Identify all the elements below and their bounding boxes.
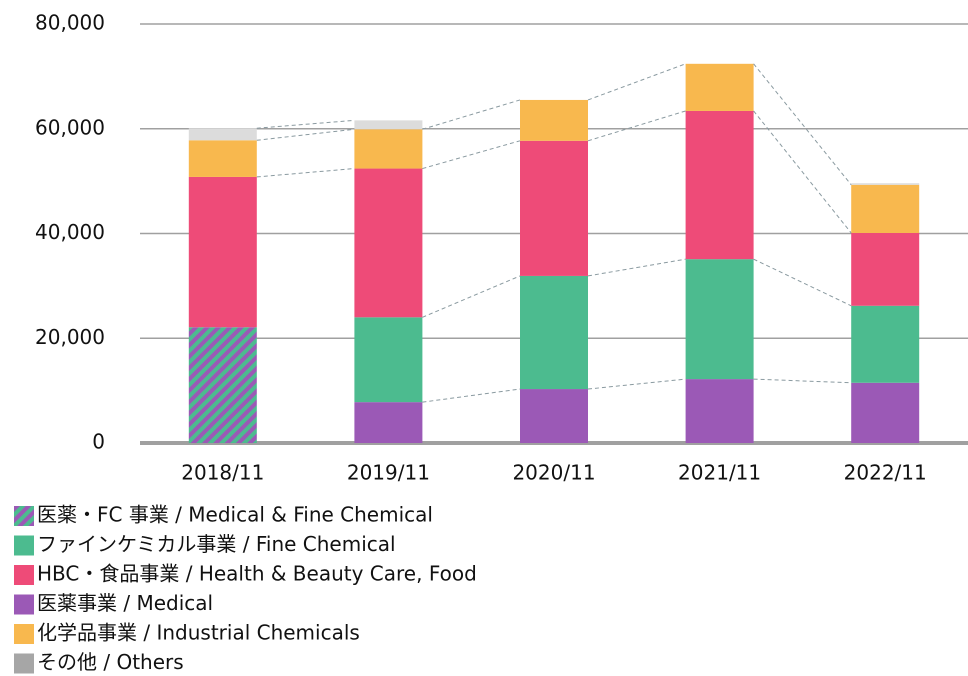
y-tick-label: 20,000 xyxy=(35,325,105,349)
bar-segment xyxy=(188,140,257,177)
legend-swatch xyxy=(14,653,34,674)
connector xyxy=(422,275,521,318)
bar-segment xyxy=(354,129,423,169)
connector xyxy=(753,378,852,384)
connector xyxy=(587,63,686,101)
connector xyxy=(753,110,852,234)
x-tick-label: 2018/11 xyxy=(181,461,264,485)
y-tick-label: 60,000 xyxy=(35,115,105,139)
connector xyxy=(587,258,686,277)
bar-segment xyxy=(851,305,920,383)
x-tick-label: 2022/11 xyxy=(844,461,927,485)
y-tick-label: 80,000 xyxy=(35,11,105,35)
bar-segment xyxy=(851,184,920,233)
bar-segment xyxy=(851,232,920,306)
bar-segment xyxy=(520,389,588,443)
legend-swatch xyxy=(14,535,34,556)
bar-segment xyxy=(520,99,588,141)
bar-segment xyxy=(188,176,257,328)
bar-segment xyxy=(520,140,588,276)
connector xyxy=(422,388,521,403)
bar-segment xyxy=(851,382,920,443)
x-tick-label: 2021/11 xyxy=(678,461,761,485)
legend-swatch xyxy=(14,565,34,585)
legend-label: 医薬・FC 事業 / Medical & Fine Chemical xyxy=(37,503,433,527)
legend-label: ファインケミカル事業 / Fine Chemical xyxy=(37,532,396,556)
x-tick-label: 2020/11 xyxy=(512,461,595,485)
connector xyxy=(587,110,686,142)
y-tick-label: 40,000 xyxy=(35,220,105,244)
bar-segment xyxy=(354,317,423,403)
bar-segment xyxy=(685,63,754,111)
bar-segment xyxy=(520,275,588,390)
legend-label: 化学品事業 / Industrial Chemicals xyxy=(37,621,360,645)
legend-swatch xyxy=(14,624,34,644)
connector xyxy=(256,119,355,129)
bar-segment xyxy=(685,379,754,443)
legend-swatch xyxy=(14,506,34,526)
bar-segment xyxy=(685,259,754,380)
bar-segment xyxy=(188,128,257,141)
y-tick-label: 0 xyxy=(92,430,105,454)
legend-swatch xyxy=(14,594,34,615)
connector xyxy=(753,258,852,307)
bar-segment xyxy=(354,120,423,130)
bar-segment xyxy=(354,168,423,318)
bar-segment xyxy=(188,327,257,443)
bar-segment xyxy=(354,402,423,443)
legend-label: その他 / Others xyxy=(37,650,184,674)
legend-label: HBC・食品事業 / Health & Beauty Care, Food xyxy=(37,562,477,586)
bar-segment xyxy=(685,110,754,260)
legend-label: 医薬事業 / Medical xyxy=(37,591,213,615)
x-tick-label: 2019/11 xyxy=(347,461,430,485)
connector xyxy=(753,63,852,186)
bar-segment xyxy=(851,183,920,185)
connector xyxy=(256,128,355,141)
connector xyxy=(422,99,521,130)
connector xyxy=(422,140,521,170)
connector xyxy=(587,378,686,390)
connector xyxy=(256,168,355,178)
